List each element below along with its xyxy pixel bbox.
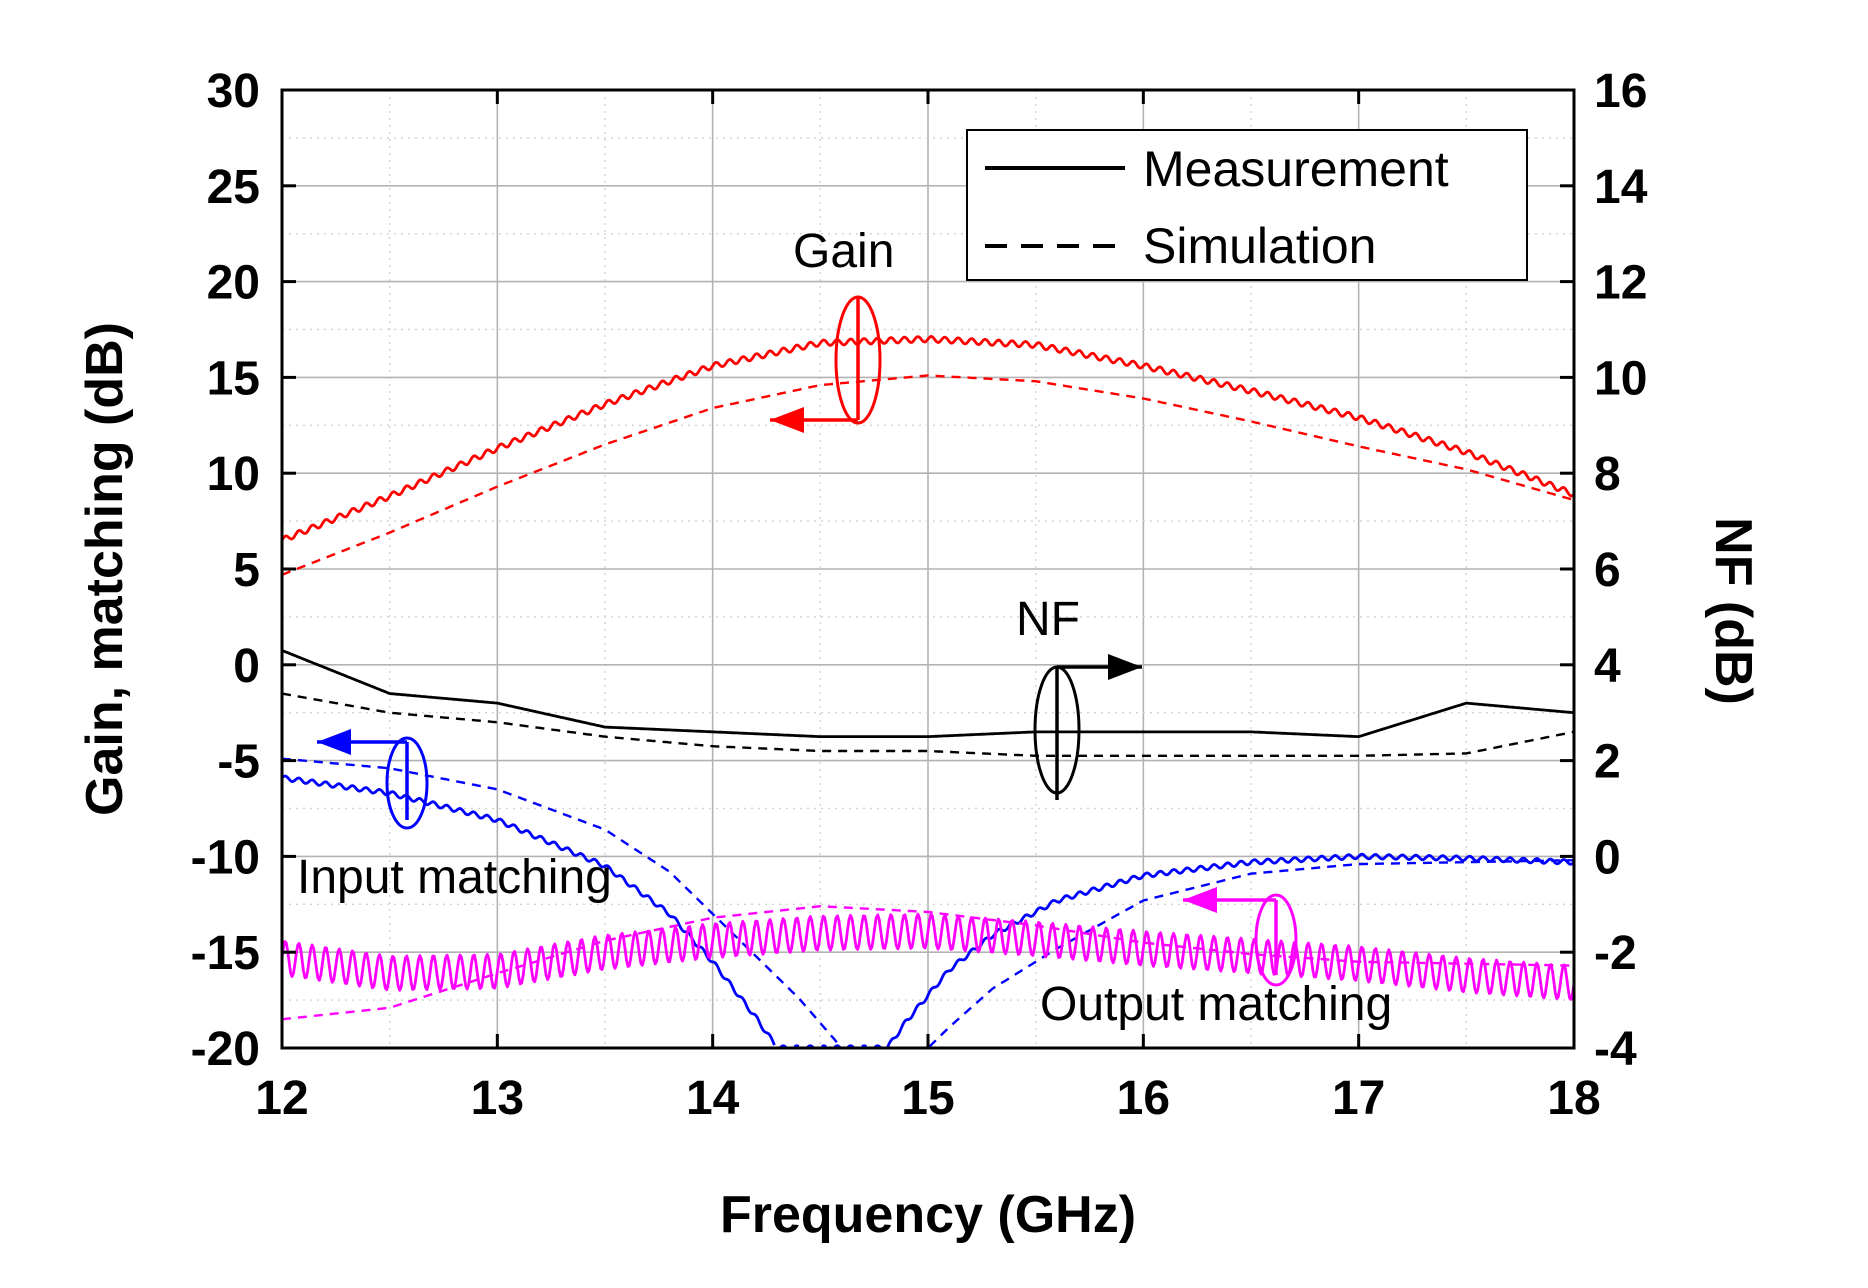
x-tick-label: 14 xyxy=(686,1072,740,1125)
input-ellipse xyxy=(385,736,429,830)
y-right-tick-label: -4 xyxy=(1594,1023,1637,1076)
y-tick-label: 5 xyxy=(233,544,260,597)
y-right-tick-label: 2 xyxy=(1594,736,1621,789)
legend-box xyxy=(966,129,1528,281)
y-tick-label: 30 xyxy=(207,65,260,118)
input-arrow-head xyxy=(317,729,351,755)
y-right-tick-label: 12 xyxy=(1594,257,1647,310)
y-tick-label: 20 xyxy=(207,257,260,310)
y-axis-right-title: NF (dB) xyxy=(1704,517,1762,705)
y-axis-title: Gain, matching (dB) xyxy=(76,322,134,816)
y-right-tick-label: 14 xyxy=(1594,161,1648,214)
series-line xyxy=(280,912,1576,1001)
series-line xyxy=(281,649,1575,738)
output-matching-annotation: Output matching xyxy=(1040,978,1392,1031)
x-tick-label: 13 xyxy=(471,1072,524,1125)
x-axis-title: Frequency (GHz) xyxy=(720,1186,1136,1244)
y-tick-label: 10 xyxy=(207,448,260,501)
output-ellipse xyxy=(1254,893,1298,987)
y-tick-label: -15 xyxy=(191,927,260,980)
input-matching-annotation: Input matching xyxy=(297,851,612,904)
series-layer xyxy=(280,335,1576,1049)
y-tick-label: 0 xyxy=(233,640,260,693)
y-right-tick-label: 4 xyxy=(1594,640,1621,693)
x-tick-label: 18 xyxy=(1547,1072,1600,1125)
output-arrow-head xyxy=(1183,887,1217,913)
y-right-tick-label: 6 xyxy=(1594,544,1621,597)
y-tick-label: 15 xyxy=(207,352,260,405)
y-right-tick-label: 8 xyxy=(1594,448,1621,501)
y-tick-label: -10 xyxy=(191,831,260,884)
series-line xyxy=(281,374,1575,576)
y-tick-label: -20 xyxy=(191,1023,260,1076)
gain-arrow-head xyxy=(770,407,804,433)
series-line xyxy=(281,774,1575,1049)
x-tick-label: 15 xyxy=(901,1072,954,1125)
y-right-tick-label: -2 xyxy=(1594,927,1637,980)
y-right-tick-label: 16 xyxy=(1594,65,1647,118)
x-tick-label: 12 xyxy=(255,1072,308,1125)
y-right-tick-label: 0 xyxy=(1594,831,1621,884)
y-tick-label: -5 xyxy=(217,736,260,789)
series-line xyxy=(281,692,1575,757)
series-line xyxy=(280,335,1575,542)
y-tick-label: 25 xyxy=(207,161,260,214)
x-tick-label: 16 xyxy=(1117,1072,1170,1125)
annotation-layer xyxy=(317,295,1298,987)
nf-arrow-head xyxy=(1108,654,1142,680)
legend: Measurement Simulation xyxy=(966,129,1528,281)
nf-annotation: NF xyxy=(1016,593,1080,646)
tick-layer: 12 13 14 15 16 17 18-20-15-10-5051015202530-4-… xyxy=(191,65,1648,1125)
legend-measurement-label: Measurement xyxy=(1143,141,1449,197)
series-line xyxy=(281,905,1574,1021)
x-tick-label: 17 xyxy=(1332,1072,1385,1125)
gain-annotation: Gain xyxy=(793,225,894,278)
legend-simulation-label: Simulation xyxy=(1143,218,1376,274)
y-right-tick-label: 10 xyxy=(1594,352,1647,405)
